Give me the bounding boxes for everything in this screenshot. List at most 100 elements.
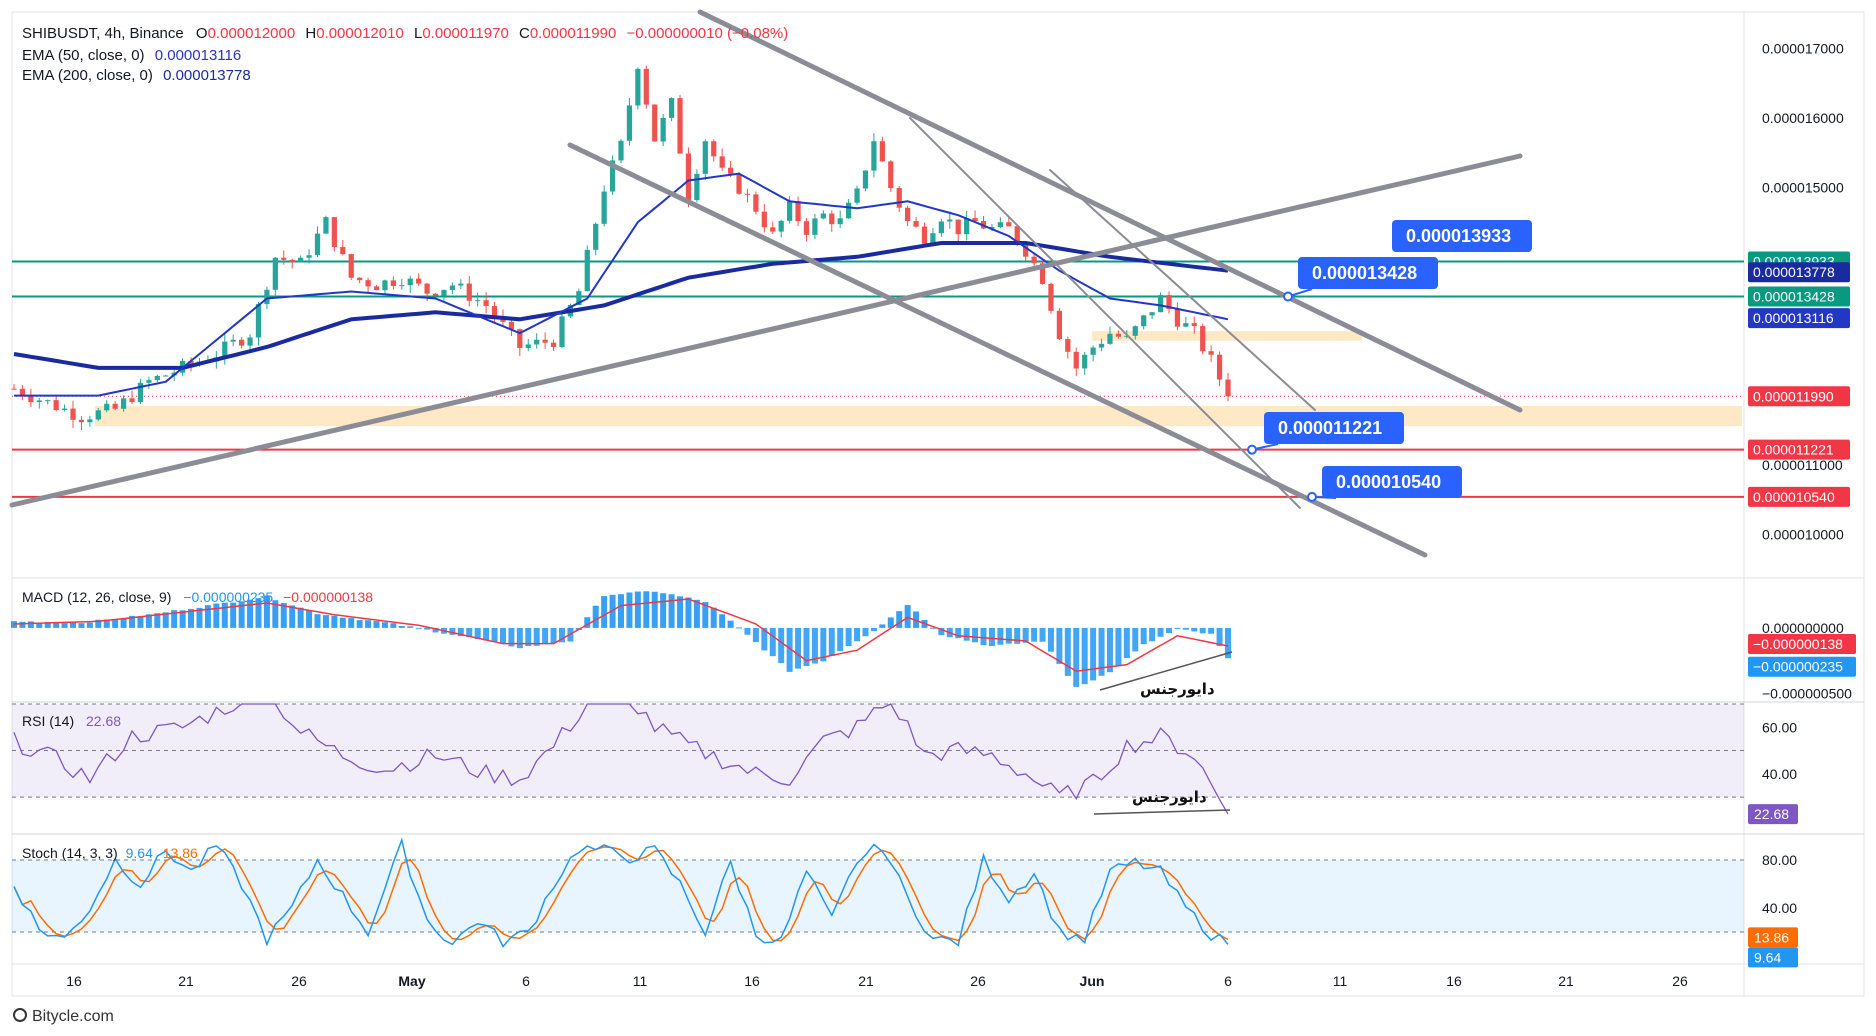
time-tick-label: 6 xyxy=(1224,973,1232,989)
candle-body xyxy=(576,291,582,306)
candle-body xyxy=(702,141,708,174)
macd-label: MACD (12, 26, close, 9) xyxy=(22,589,171,605)
macd-histogram-bar xyxy=(693,599,700,628)
ascending-trendline[interactable] xyxy=(9,153,1523,508)
callout-text: 0.000010540 xyxy=(1336,472,1441,492)
time-tick-label: 21 xyxy=(858,973,874,989)
macd-histogram-bar xyxy=(11,621,17,628)
legend-ema200[interactable]: EMA (200, close, 0) 0.000013778 xyxy=(22,67,251,84)
candle-body xyxy=(146,380,152,383)
candle-body xyxy=(331,217,337,248)
candle-body xyxy=(652,104,658,142)
candle-body xyxy=(1174,308,1181,327)
macd-histogram-bar xyxy=(390,623,397,628)
candle-body xyxy=(272,257,278,290)
ema200-line[interactable] xyxy=(13,241,1229,370)
candle-body xyxy=(390,280,396,286)
macd-histogram-bar xyxy=(78,623,85,628)
candle-body xyxy=(1065,339,1071,352)
stoch-legend[interactable]: Stoch (14, 3, 3) 9.64 13.86 xyxy=(22,845,198,861)
macd-histogram-bar xyxy=(1115,627,1122,667)
support-zone[interactable] xyxy=(1092,331,1362,341)
candle-body xyxy=(795,201,801,222)
macd-histogram-bar xyxy=(306,610,313,628)
rsi-divergence-line[interactable] xyxy=(1093,809,1231,815)
candle-body xyxy=(1216,354,1223,380)
price-callout[interactable]: 0.000013933 xyxy=(1392,220,1532,252)
macd-histogram-bar xyxy=(803,627,810,667)
candle-body xyxy=(938,221,944,234)
support-zone[interactable] xyxy=(95,406,1742,427)
macd-histogram-bar xyxy=(997,627,1004,645)
macd-histogram-bar xyxy=(558,627,565,643)
inner-channel-line-a[interactable] xyxy=(909,117,1301,509)
candle-body xyxy=(829,213,835,225)
ema200-label: EMA (200, close, 0) xyxy=(22,67,153,84)
macd-axis-badge-text: −0.000000138 xyxy=(1753,636,1843,652)
rsi-legend[interactable]: RSI (14) 22.68 xyxy=(22,713,121,729)
macd-histogram-bar xyxy=(668,594,675,628)
price-callout[interactable]: 0.000013428 xyxy=(1283,257,1438,302)
macd-histogram-bar xyxy=(280,603,287,628)
macd-histogram-bar xyxy=(1014,627,1021,644)
legend-ema50[interactable]: EMA (50, close, 0) 0.000013116 xyxy=(22,47,241,64)
rsi-panel: 60.00 40.00 22.68 دايورجنس xyxy=(12,703,1798,825)
candle-body xyxy=(458,283,464,286)
inner-channel-line-b[interactable] xyxy=(1049,169,1316,411)
candle-body xyxy=(1132,326,1138,336)
price-tick-label: 0.000016000 xyxy=(1762,110,1844,126)
price-axis-badge: 0.000011221 xyxy=(1748,439,1850,460)
callout-anchor[interactable] xyxy=(1247,444,1257,455)
brand[interactable]: Bitycle.com xyxy=(13,1008,114,1025)
candle-body xyxy=(78,419,85,423)
candle-body xyxy=(112,403,118,409)
candle-body xyxy=(416,278,422,284)
macd-histogram-bar xyxy=(196,607,203,628)
macd-divergence-line[interactable] xyxy=(1099,651,1233,691)
macd-legend[interactable]: MACD (12, 26, close, 9) −0.000000235 −0.… xyxy=(22,589,373,605)
candle-body xyxy=(955,219,961,235)
macd-histogram-bar xyxy=(154,613,161,628)
callout-text: 0.000013428 xyxy=(1312,263,1417,283)
candle-body xyxy=(660,117,666,142)
candle-body xyxy=(862,170,869,189)
price-axis: 0.000017000 0.000016000 0.000015000 0.00001… xyxy=(1748,41,1850,542)
macd-histogram-bar xyxy=(145,614,152,628)
descending-channel-upper[interactable] xyxy=(697,9,1523,413)
descending-channel-lower[interactable] xyxy=(567,142,1428,558)
rsi-axis-badge xyxy=(1748,804,1798,825)
rsi-tick-label: 60.00 xyxy=(1762,719,1797,735)
macd-histogram-bar xyxy=(702,602,709,628)
candle-body xyxy=(744,193,751,195)
macd-histogram-bar xyxy=(609,594,616,628)
macd-histogram-bar xyxy=(1132,627,1139,652)
macd-histogram-bar xyxy=(719,614,726,628)
inner-channel[interactable] xyxy=(909,117,1316,509)
candle-body xyxy=(1048,283,1054,311)
candle-body xyxy=(1039,263,1046,284)
callout-anchor[interactable] xyxy=(1283,291,1293,302)
candle-body xyxy=(373,286,380,291)
candle-body xyxy=(559,316,565,347)
ema50-line[interactable] xyxy=(14,172,1229,397)
macd-histogram-bar xyxy=(1005,627,1012,644)
trendlines[interactable] xyxy=(9,9,1523,558)
candle-body xyxy=(517,329,523,348)
macd-histogram-bar xyxy=(685,597,692,628)
candle-body xyxy=(19,388,26,397)
price-callout[interactable]: 0.000011221 xyxy=(1247,412,1404,455)
stoch-label: Stoch (14, 3, 3) xyxy=(22,845,118,861)
candle-body xyxy=(137,382,144,403)
macd-tick-label: −0.000000500 xyxy=(1762,685,1852,701)
macd-histogram-bar xyxy=(955,627,962,639)
candle-body xyxy=(786,201,793,221)
brand-logo-icon xyxy=(13,1008,27,1022)
candle-body xyxy=(609,160,616,192)
candle-body xyxy=(1200,326,1206,352)
callout-anchor[interactable] xyxy=(1307,491,1317,502)
macd-histogram-bar xyxy=(854,627,861,642)
candle-body xyxy=(930,233,936,244)
price-callout[interactable]: 0.000010540 xyxy=(1307,466,1462,502)
